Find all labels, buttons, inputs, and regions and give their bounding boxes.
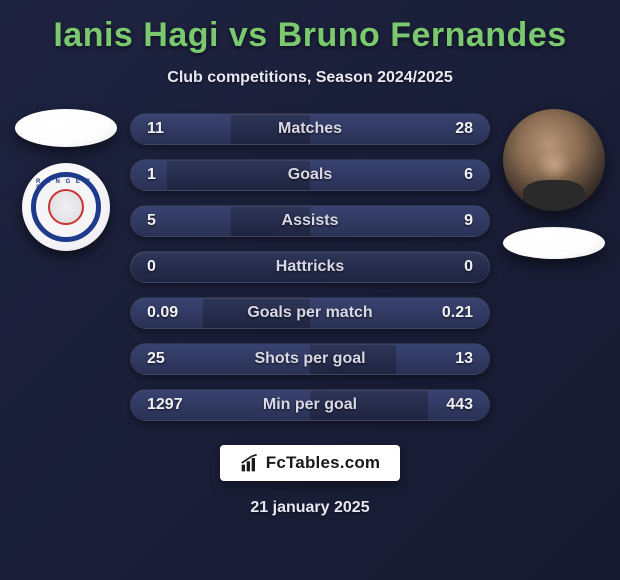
stat-row: 0 Hattricks 0	[130, 251, 490, 283]
stat-content: 1 Goals 6	[131, 160, 489, 190]
comparison-card: Ianis Hagi vs Bruno Fernandes Club compe…	[0, 0, 620, 580]
stat-label: Assists	[282, 212, 339, 230]
stat-row: 5 Assists 9	[130, 205, 490, 237]
stat-value-left: 1	[147, 166, 156, 184]
stat-content: 5 Assists 9	[131, 206, 489, 236]
stat-value-right: 9	[464, 212, 473, 230]
stat-row: 1 Goals 6	[130, 159, 490, 191]
stat-row: 11 Matches 28	[130, 113, 490, 145]
stat-value-left: 5	[147, 212, 156, 230]
stat-value-right: 13	[455, 350, 473, 368]
stat-value-right: 443	[446, 396, 473, 414]
stat-value-right: 6	[464, 166, 473, 184]
page-title: Ianis Hagi vs Bruno Fernandes	[53, 16, 566, 55]
stat-content: 11 Matches 28	[131, 114, 489, 144]
stat-content: 0 Hattricks 0	[131, 252, 489, 282]
stat-label: Hattricks	[276, 258, 344, 276]
stat-row: 0.09 Goals per match 0.21	[130, 297, 490, 329]
stat-value-left: 11	[147, 120, 164, 138]
club-badge-text: R A N G E R S	[36, 179, 96, 191]
right-player-column	[498, 109, 610, 259]
stat-value-left: 0	[147, 258, 156, 276]
stat-value-left: 1297	[147, 396, 183, 414]
stat-label: Shots per goal	[254, 350, 365, 368]
stat-value-right: 0.21	[442, 304, 473, 322]
club-badge-placeholder-right	[503, 227, 605, 259]
stat-label: Min per goal	[263, 396, 357, 414]
stat-row: 25 Shots per goal 13	[130, 343, 490, 375]
stat-label: Goals per match	[247, 304, 372, 322]
left-player-column: R A N G E R S	[10, 109, 122, 251]
stat-bars: 11 Matches 28 1 Goals 6 5 Assists 9 0 Hattricks 0 0.…	[130, 109, 490, 421]
compare-area: R A N G E R S 11 Matches 28 1 Goals 6 5 Assists…	[10, 109, 610, 421]
stat-row: 1297 Min per goal 443	[130, 389, 490, 421]
stat-value-left: 0.09	[147, 304, 178, 322]
club-badge-ring: R A N G E R S	[31, 172, 101, 242]
stat-value-right: 0	[464, 258, 473, 276]
club-badge-core	[48, 189, 84, 225]
brand-badge: FcTables.com	[220, 445, 401, 481]
stat-content: 25 Shots per goal 13	[131, 344, 489, 374]
club-badge-left: R A N G E R S	[22, 163, 110, 251]
chart-icon	[240, 453, 260, 473]
stat-content: 1297 Min per goal 443	[131, 390, 489, 420]
subtitle: Club competitions, Season 2024/2025	[167, 69, 452, 87]
player-photo-right	[503, 109, 605, 211]
brand-text: FcTables.com	[266, 453, 381, 473]
date-text: 21 january 2025	[250, 499, 369, 517]
player-photo-placeholder-left	[15, 109, 117, 147]
stat-content: 0.09 Goals per match 0.21	[131, 298, 489, 328]
stat-label: Matches	[278, 120, 342, 138]
stat-value-right: 28	[455, 120, 473, 138]
stat-label: Goals	[288, 166, 332, 184]
stat-value-left: 25	[147, 350, 165, 368]
